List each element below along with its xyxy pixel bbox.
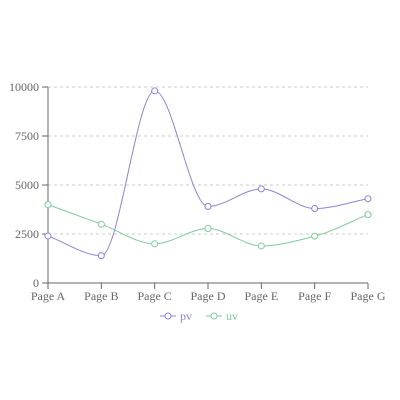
x-tick-label: Page A: [31, 289, 66, 303]
x-tick-label: Page E: [245, 289, 279, 303]
data-point: [312, 233, 318, 239]
data-point: [258, 186, 264, 192]
data-point: [152, 88, 158, 94]
data-point: [152, 241, 158, 247]
x-tick-label: Page C: [137, 289, 171, 303]
data-point: [365, 196, 371, 202]
data-point: [205, 203, 211, 209]
data-point: [98, 221, 104, 227]
y-tick-label: 2500: [15, 227, 39, 241]
legend-marker: [165, 313, 171, 319]
x-tick-label: Page G: [351, 289, 386, 303]
x-tick-label: Page B: [84, 289, 118, 303]
y-tick-label: 0: [33, 276, 39, 290]
grid-lines: [48, 87, 368, 234]
series-pv: [45, 88, 371, 259]
y-tick-label: 7500: [15, 129, 39, 143]
data-point: [45, 202, 51, 208]
legend: pv uv: [160, 309, 238, 323]
x-tick-label: Page F: [298, 289, 331, 303]
y-tick-label: 5000: [15, 178, 39, 192]
legend-label: pv: [180, 309, 192, 323]
legend-label: uv: [226, 309, 238, 323]
x-tick-label: Page D: [191, 289, 226, 303]
series: [45, 88, 371, 259]
legend-item-pv: pv: [160, 309, 192, 323]
data-point: [312, 206, 318, 212]
data-point: [365, 212, 371, 218]
data-point: [205, 226, 211, 232]
data-point: [98, 253, 104, 259]
y-tick-label: 10000: [9, 80, 39, 94]
y-axis-ticks: 0 2500 5000 7500 10000: [9, 80, 48, 290]
data-point: [258, 243, 264, 249]
legend-item-uv: uv: [206, 309, 238, 323]
legend-marker: [211, 313, 217, 319]
x-axis-ticks: Page A Page B Page C Page D Page E Page F Page…: [31, 283, 386, 303]
data-point: [45, 233, 51, 239]
